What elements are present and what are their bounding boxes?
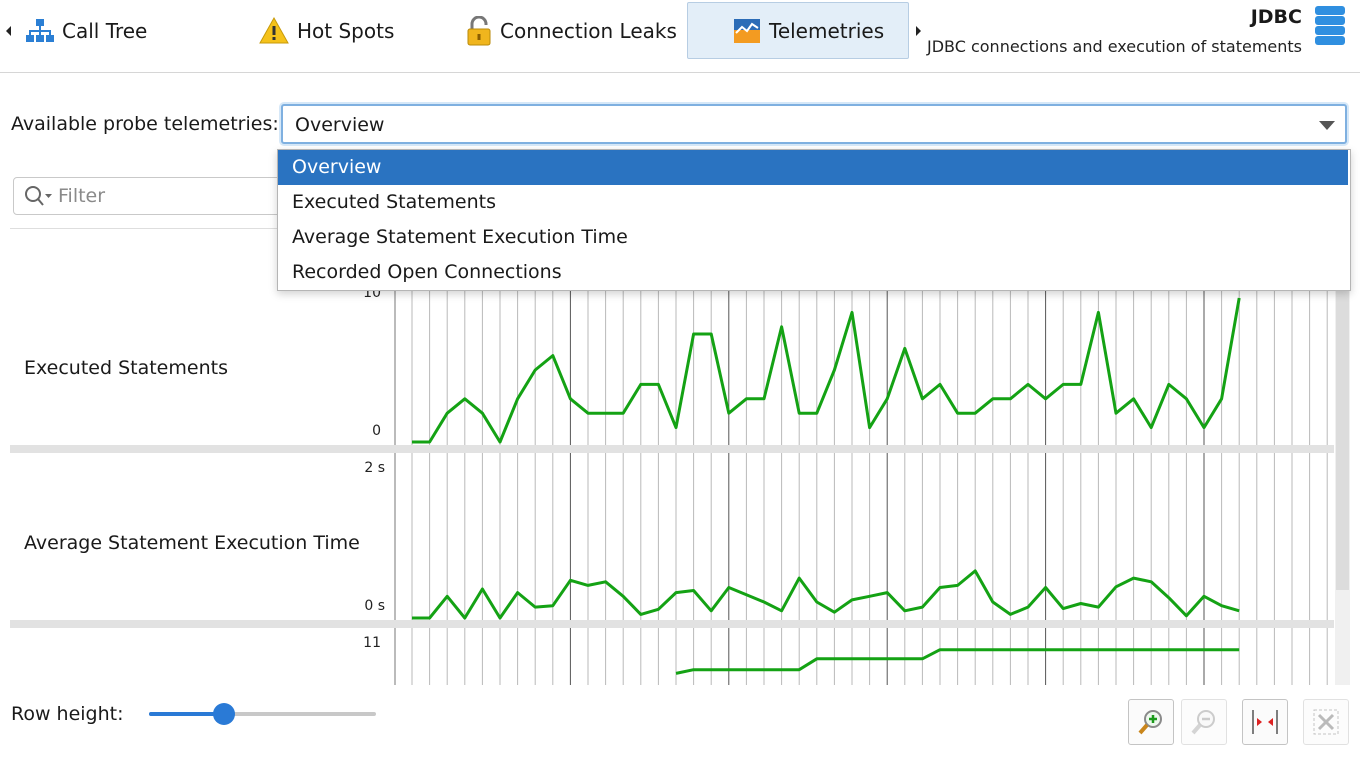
tab-call-tree[interactable]: Call Tree: [26, 2, 147, 59]
filter-placeholder: Filter: [58, 185, 106, 207]
y-axis-max-label: 11: [363, 635, 381, 651]
tab-label: Call Tree: [62, 18, 148, 43]
series-line-2: [675, 648, 1240, 675]
zoom-out-icon: [1191, 710, 1215, 735]
search-icon: [24, 185, 54, 211]
telemetry-chart-icon: [734, 19, 760, 43]
call-tree-icon: [26, 18, 54, 44]
probe-telemetries-label: Available probe telemetries:: [11, 113, 279, 135]
option-average-statement-execution-time[interactable]: Average Statement Execution Time: [292, 226, 628, 248]
series-line-1: [412, 569, 1240, 620]
selected-telemetry-value: Overview: [295, 114, 385, 136]
fit-width-icon: [1252, 710, 1278, 734]
tab-hot-spots[interactable]: Hot Spots: [259, 2, 394, 59]
option-overview[interactable]: Overview: [278, 150, 1348, 185]
row-height-slider[interactable]: [149, 703, 376, 725]
tab-connection-leaks[interactable]: Connection Leaks: [466, 2, 677, 59]
view-tab-bar: Call Tree Hot Spots Connection Leaks: [0, 0, 1360, 73]
telemetry-dropdown-list: Overview Executed Statements Average Sta…: [277, 149, 1351, 291]
y-axis-min-label: 0 s: [364, 598, 385, 614]
option-executed-statements[interactable]: Executed Statements: [292, 191, 496, 213]
scroll-tabs-left-icon[interactable]: [6, 26, 11, 36]
zoom-out-button[interactable]: [1181, 699, 1227, 745]
open-lock-icon: [466, 15, 492, 46]
warning-icon: [259, 17, 289, 44]
row-label-average-execution-time: Average Statement Execution Time: [24, 532, 360, 554]
probe-description: JDBC connections and execution of statem…: [926, 37, 1302, 56]
zoom-in-icon: [1138, 710, 1162, 735]
reset-zoom-button[interactable]: [1303, 699, 1349, 745]
slider-handle[interactable]: [212, 703, 235, 725]
tab-telemetries[interactable]: Telemetries: [687, 2, 909, 59]
row-label-executed-statements: Executed Statements: [24, 357, 228, 379]
y-axis-max-label: 2 s: [364, 460, 385, 476]
tab-label: Telemetries: [769, 18, 885, 43]
zoom-in-button[interactable]: [1128, 699, 1174, 745]
filter-input[interactable]: Filter: [13, 177, 283, 215]
chevron-down-icon[interactable]: [1319, 121, 1335, 130]
series-line-0: [412, 297, 1241, 444]
tab-label: Connection Leaks: [500, 18, 677, 43]
probe-telemetries-select[interactable]: Overview: [281, 104, 1347, 144]
fit-width-button[interactable]: [1242, 699, 1288, 745]
row-height-label: Row height:: [11, 703, 124, 725]
probe-title: JDBC: [1250, 6, 1302, 28]
scrollbar-thumb[interactable]: [1336, 290, 1349, 590]
reset-zoom-icon: [1313, 709, 1339, 735]
database-stack-icon: [1314, 5, 1346, 51]
option-recorded-open-connections[interactable]: Recorded Open Connections: [292, 261, 562, 283]
row-divider[interactable]: [10, 445, 1334, 453]
y-axis-min-label: 0: [372, 423, 381, 439]
slider-fill: [149, 712, 224, 716]
row-divider[interactable]: [10, 620, 1334, 628]
scroll-tabs-right-icon[interactable]: [916, 26, 921, 36]
tab-label: Hot Spots: [297, 18, 395, 43]
